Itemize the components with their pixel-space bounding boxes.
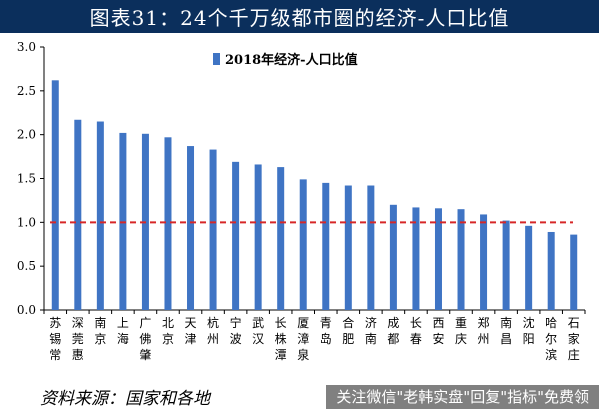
x-tick-label: 广佛肇 bbox=[139, 316, 151, 362]
watermark-banner: 关注微信"老韩实盘"回复"指标"免费领 bbox=[326, 384, 599, 409]
bar bbox=[299, 179, 307, 310]
x-tick-label: 长春 bbox=[410, 316, 422, 346]
x-tick-label: 青岛 bbox=[320, 316, 332, 346]
bar bbox=[209, 149, 217, 310]
x-tick-label: 郑州 bbox=[478, 315, 490, 346]
bar bbox=[480, 214, 488, 310]
bar bbox=[344, 185, 352, 310]
bar bbox=[457, 209, 465, 310]
x-tick-label: 武汉 bbox=[252, 316, 264, 346]
bar-chart: 0.0 0.5 1.0 1.5 2.0 2.5 3.0 苏锡常深莞惠南京上海广佛肇北京天津杭州… bbox=[17, 40, 586, 362]
y-tick-label: 2.5 bbox=[17, 84, 36, 98]
bar bbox=[367, 185, 375, 310]
x-tick-label: 哈尔滨 bbox=[545, 316, 557, 362]
y-tick-label: 1.5 bbox=[17, 172, 36, 186]
bar bbox=[254, 164, 262, 310]
bar bbox=[277, 167, 285, 310]
x-tick-label: 重庆 bbox=[455, 316, 467, 346]
x-tick-label: 苏锡常 bbox=[49, 316, 61, 362]
x-tick-label: 南京 bbox=[94, 315, 106, 346]
x-tick-label: 成都 bbox=[387, 316, 399, 346]
bar bbox=[502, 220, 510, 310]
x-tick-label: 西安 bbox=[432, 316, 444, 346]
source-note: 资料来源：国家和各地 bbox=[40, 389, 210, 409]
bar bbox=[389, 204, 397, 310]
bar bbox=[74, 119, 82, 310]
bar bbox=[525, 225, 533, 310]
x-tick-label: 上海 bbox=[117, 316, 129, 346]
legend-label: 2018年经济-人口比值 bbox=[225, 52, 358, 68]
x-tick-label: 合肥 bbox=[342, 315, 354, 346]
x-tick-label: 沈阳 bbox=[523, 315, 535, 346]
x-tick-label: 济南 bbox=[365, 315, 377, 346]
bar bbox=[164, 137, 172, 310]
y-tick-label: 3.0 bbox=[17, 40, 36, 54]
x-tick-label: 厦漳泉 bbox=[297, 316, 309, 362]
x-tick-label: 深莞惠 bbox=[72, 316, 84, 362]
y-tick-label: 0.5 bbox=[17, 259, 36, 273]
y-tick-label: 1.0 bbox=[17, 215, 36, 229]
chart-title: 图表31：24个千万级都市圈的经济-人口比值 bbox=[0, 0, 599, 33]
bar bbox=[570, 234, 578, 310]
x-tick-label: 宁波 bbox=[230, 315, 242, 346]
x-tick-label: 石家庄 bbox=[568, 316, 580, 362]
bar bbox=[434, 208, 442, 310]
bar bbox=[232, 161, 240, 310]
x-tick-label: 南昌 bbox=[500, 315, 512, 346]
x-tick-label: 天津 bbox=[185, 316, 197, 346]
x-tick-label: 长株潭 bbox=[275, 316, 287, 362]
bar bbox=[547, 231, 555, 310]
bar bbox=[322, 182, 330, 310]
footer: 资料来源：国家和各地 关注微信"老韩实盘"回复"指标"免费领 bbox=[0, 380, 599, 413]
y-tick-label: 2.0 bbox=[17, 128, 36, 142]
bar bbox=[51, 80, 59, 311]
y-tick-label: 0.0 bbox=[17, 303, 36, 317]
bar bbox=[412, 207, 420, 310]
bar bbox=[96, 121, 104, 311]
x-tick-label: 杭州 bbox=[207, 315, 219, 346]
legend-swatch bbox=[213, 53, 220, 65]
x-tick-label: 北京 bbox=[162, 316, 174, 346]
plot-area: 0.0 0.5 1.0 1.5 2.0 2.5 3.0 苏锡常深莞惠南京上海广佛肇北京天津杭州… bbox=[17, 40, 586, 362]
bar bbox=[187, 146, 195, 310]
